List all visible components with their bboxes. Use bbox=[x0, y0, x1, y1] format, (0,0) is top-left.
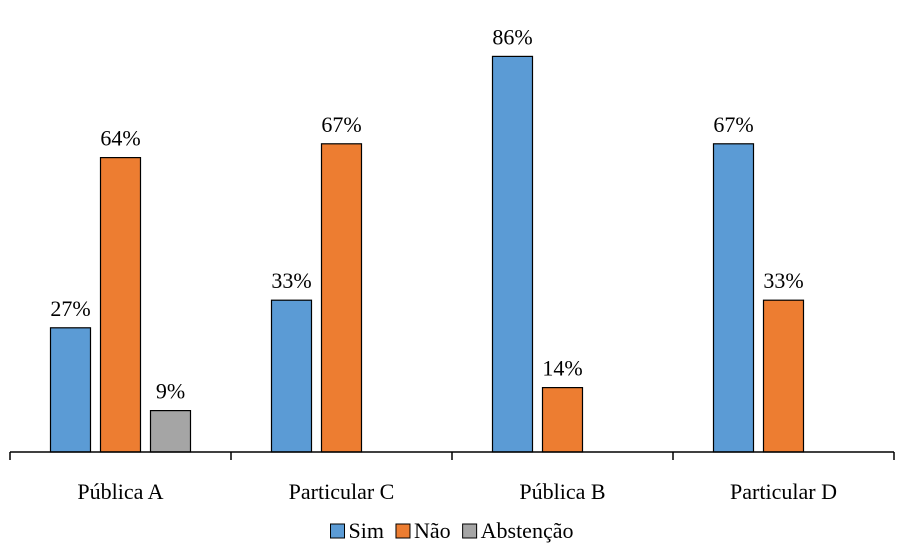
bar-nao-publica-b bbox=[541, 387, 584, 453]
category-label-particular-c: Particular C bbox=[289, 479, 395, 504]
legend-label-nao: Não bbox=[414, 518, 451, 543]
data-label-nao-particular-d: 33% bbox=[763, 268, 803, 293]
bar-sim-publica-a bbox=[49, 327, 92, 453]
legend-swatch-nao bbox=[395, 523, 411, 539]
bars-layer bbox=[49, 55, 805, 453]
category-label-particular-d: Particular D bbox=[730, 479, 837, 504]
data-label-sim-publica-b: 86% bbox=[492, 24, 532, 49]
x-axis-ticks bbox=[9, 452, 895, 460]
legend-item-abstencao: Abstenção bbox=[462, 518, 574, 543]
data-label-sim-publica-a: 27% bbox=[50, 296, 90, 321]
data-label-sim-particular-d: 67% bbox=[713, 112, 753, 137]
bar-sim-publica-b bbox=[491, 55, 534, 453]
data-labels-layer: 27% 64% 9% 33% 67% 86% 14% 67% 33% bbox=[50, 24, 803, 403]
legend-item-sim: Sim bbox=[330, 518, 384, 543]
legend-label-abstencao: Abstenção bbox=[481, 518, 574, 543]
data-label-nao-publica-b: 14% bbox=[542, 356, 582, 381]
bar-sim-particular-d bbox=[712, 143, 755, 453]
legend-swatch-abstencao bbox=[462, 523, 478, 539]
data-label-sim-particular-c: 33% bbox=[271, 268, 311, 293]
bar-nao-publica-a bbox=[99, 157, 142, 453]
bar-sim-particular-c bbox=[270, 299, 313, 453]
category-label-publica-b: Pública B bbox=[519, 479, 605, 504]
legend-swatch-sim bbox=[330, 523, 346, 539]
data-label-nao-publica-a: 64% bbox=[100, 126, 140, 151]
legend: Sim Não Abstenção bbox=[330, 518, 574, 543]
bar-nao-particular-c bbox=[320, 143, 363, 453]
data-label-abstencao-publica-a: 9% bbox=[156, 379, 185, 404]
bar-abstencao-publica-a bbox=[149, 410, 192, 453]
category-label-publica-a: Pública A bbox=[77, 479, 163, 504]
legend-item-nao: Não bbox=[395, 518, 451, 543]
data-label-nao-particular-c: 67% bbox=[321, 112, 361, 137]
category-labels: Pública A Particular C Pública B Particular… bbox=[77, 479, 837, 504]
legend-label-sim: Sim bbox=[349, 518, 384, 543]
bar-nao-particular-d bbox=[762, 299, 805, 453]
